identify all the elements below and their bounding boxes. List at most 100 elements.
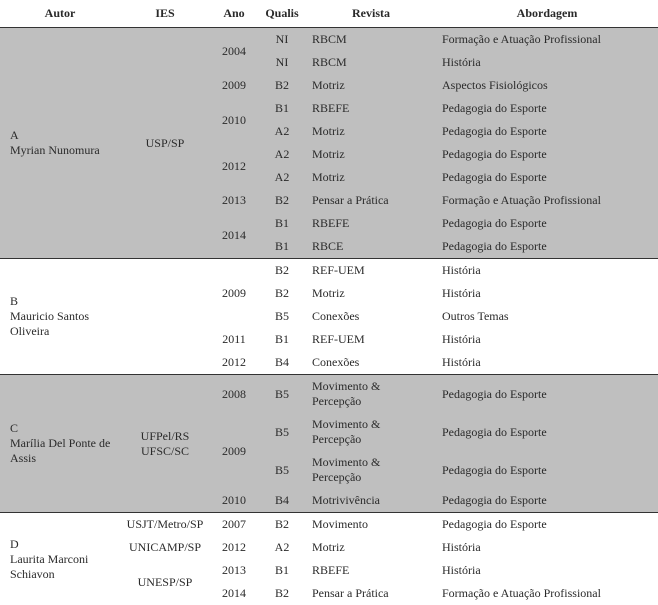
approach-cell: Formação e Atuação Profissional bbox=[436, 582, 658, 605]
approach-cell: Pedagogia do Esporte bbox=[436, 413, 658, 451]
qualis-cell: B4 bbox=[258, 351, 306, 375]
qualis-cell: B5 bbox=[258, 375, 306, 414]
approach-cell: Pedagogia do Esporte bbox=[436, 212, 658, 235]
approach-cell: Outros Temas bbox=[436, 305, 658, 328]
journal-cell: Motriz bbox=[306, 120, 436, 143]
author-name: Laurita Marconi Schiavon bbox=[10, 552, 114, 582]
journal-cell: Motriz bbox=[306, 74, 436, 97]
approach-cell: História bbox=[436, 351, 658, 375]
ies-cell: UNESP/SP bbox=[120, 559, 210, 605]
journal-cell: Movimento & Percepção bbox=[306, 375, 436, 414]
journal-cell: Motriz bbox=[306, 282, 436, 305]
year-cell: 2013 bbox=[210, 559, 258, 582]
year-cell: 2012 bbox=[210, 536, 258, 559]
approach-cell: Pedagogia do Esporte bbox=[436, 375, 658, 414]
year-cell: 2010 bbox=[210, 489, 258, 513]
year-cell: 2009 bbox=[210, 74, 258, 97]
year-cell: 2009 bbox=[210, 259, 258, 329]
qualis-cell: B2 bbox=[258, 282, 306, 305]
year-cell: 2009 bbox=[210, 413, 258, 489]
col-revista: Revista bbox=[306, 0, 436, 28]
qualis-cell: A2 bbox=[258, 166, 306, 189]
approach-cell: História bbox=[436, 328, 658, 351]
approach-cell: História bbox=[436, 259, 658, 283]
qualis-cell: B2 bbox=[258, 74, 306, 97]
year-cell: 2012 bbox=[210, 143, 258, 189]
approach-cell: Pedagogia do Esporte bbox=[436, 120, 658, 143]
publications-table: Autor IES Ano Qualis Revista Abordagem A… bbox=[0, 0, 658, 605]
ies-cell: UFPel/RS UFSC/SC bbox=[120, 375, 210, 513]
year-cell: 2010 bbox=[210, 97, 258, 143]
approach-cell: Pedagogia do Esporte bbox=[436, 97, 658, 120]
col-qualis: Qualis bbox=[258, 0, 306, 28]
journal-cell: Motriz bbox=[306, 143, 436, 166]
journal-cell: Motriz bbox=[306, 166, 436, 189]
year-cell: 2011 bbox=[210, 328, 258, 351]
approach-cell: Aspectos Fisiológicos bbox=[436, 74, 658, 97]
ies-cell bbox=[120, 259, 210, 375]
journal-cell: Conexões bbox=[306, 351, 436, 375]
qualis-cell: B1 bbox=[258, 97, 306, 120]
approach-cell: História bbox=[436, 51, 658, 74]
approach-cell: História bbox=[436, 536, 658, 559]
author-name: Myrian Nunomura bbox=[10, 143, 114, 158]
approach-cell: Pedagogia do Esporte bbox=[436, 513, 658, 537]
table-row: DLaurita Marconi SchiavonUSJT/Metro/SP20… bbox=[0, 513, 658, 537]
qualis-cell: B1 bbox=[258, 235, 306, 259]
journal-cell: RBCM bbox=[306, 51, 436, 74]
qualis-cell: A2 bbox=[258, 143, 306, 166]
qualis-cell: B5 bbox=[258, 305, 306, 328]
approach-cell: Pedagogia do Esporte bbox=[436, 143, 658, 166]
qualis-cell: B1 bbox=[258, 559, 306, 582]
col-ano: Ano bbox=[210, 0, 258, 28]
ies-cell: USJT/Metro/SP bbox=[120, 513, 210, 537]
author-cell: BMauricio Santos Oliveira bbox=[0, 259, 120, 375]
journal-cell: RBCE bbox=[306, 235, 436, 259]
qualis-cell: A2 bbox=[258, 120, 306, 143]
qualis-cell: B2 bbox=[258, 582, 306, 605]
qualis-cell: NI bbox=[258, 28, 306, 52]
year-cell: 2007 bbox=[210, 513, 258, 537]
journal-cell: Pensar a Prática bbox=[306, 189, 436, 212]
journal-cell: Motrivivência bbox=[306, 489, 436, 513]
table-row: BMauricio Santos Oliveira2009B2REF-UEMHi… bbox=[0, 259, 658, 283]
journal-cell: RBEFE bbox=[306, 559, 436, 582]
journal-cell: Pensar a Prática bbox=[306, 582, 436, 605]
col-autor: Autor bbox=[0, 0, 120, 28]
year-cell: 2012 bbox=[210, 351, 258, 375]
year-cell: 2008 bbox=[210, 375, 258, 414]
journal-cell: REF-UEM bbox=[306, 328, 436, 351]
journal-cell: Motriz bbox=[306, 536, 436, 559]
year-cell: 2004 bbox=[210, 28, 258, 75]
author-cell: CMarília Del Ponte de Assis bbox=[0, 375, 120, 513]
approach-cell: Pedagogia do Esporte bbox=[436, 235, 658, 259]
ies-cell: USP/SP bbox=[120, 28, 210, 259]
approach-cell: História bbox=[436, 559, 658, 582]
journal-cell: Conexões bbox=[306, 305, 436, 328]
author-letter: B bbox=[10, 294, 114, 309]
qualis-cell: B2 bbox=[258, 513, 306, 537]
author-cell: AMyrian Nunomura bbox=[0, 28, 120, 259]
journal-cell: Movimento bbox=[306, 513, 436, 537]
author-name: Mauricio Santos Oliveira bbox=[10, 309, 114, 339]
journal-cell: Movimento & Percepção bbox=[306, 413, 436, 451]
year-cell: 2014 bbox=[210, 212, 258, 259]
approach-cell: Pedagogia do Esporte bbox=[436, 451, 658, 489]
author-letter: D bbox=[10, 537, 114, 552]
journal-cell: REF-UEM bbox=[306, 259, 436, 283]
journal-cell: RBCM bbox=[306, 28, 436, 52]
qualis-cell: A2 bbox=[258, 536, 306, 559]
author-letter: A bbox=[10, 128, 114, 143]
qualis-cell: NI bbox=[258, 51, 306, 74]
table-row: CMarília Del Ponte de AssisUFPel/RS UFSC… bbox=[0, 375, 658, 414]
journal-cell: Movimento & Percepção bbox=[306, 451, 436, 489]
qualis-cell: B5 bbox=[258, 451, 306, 489]
qualis-cell: B1 bbox=[258, 328, 306, 351]
qualis-cell: B1 bbox=[258, 212, 306, 235]
approach-cell: Pedagogia do Esporte bbox=[436, 166, 658, 189]
year-cell: 2013 bbox=[210, 189, 258, 212]
qualis-cell: B2 bbox=[258, 189, 306, 212]
author-cell: DLaurita Marconi Schiavon bbox=[0, 513, 120, 605]
author-letter: C bbox=[10, 421, 114, 436]
header-row: Autor IES Ano Qualis Revista Abordagem bbox=[0, 0, 658, 28]
